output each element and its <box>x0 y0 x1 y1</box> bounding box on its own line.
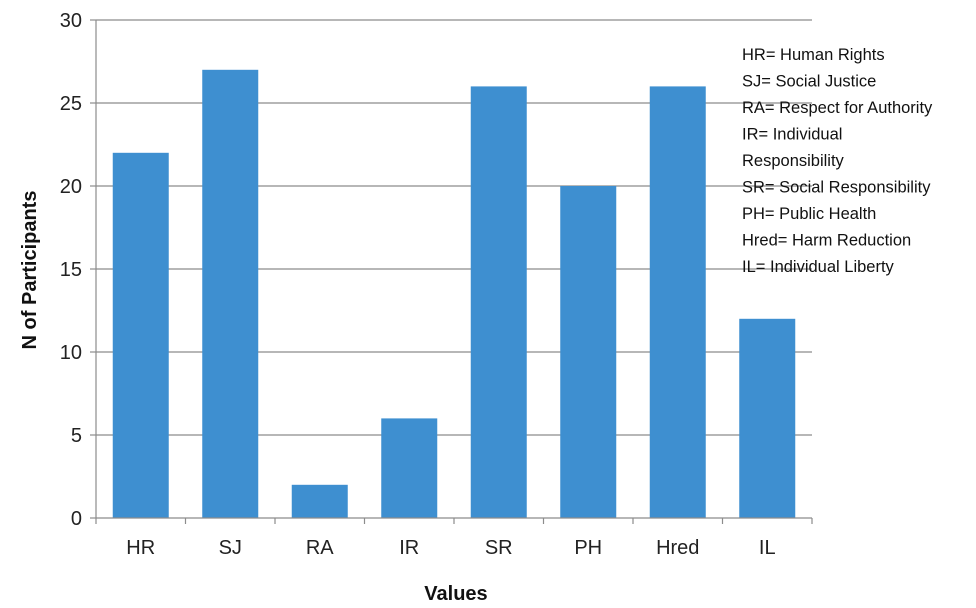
axes <box>95 20 813 524</box>
y-axis-title: N of Participants <box>19 191 41 350</box>
y-tick-label: 0 <box>71 508 82 530</box>
legend-line: IR= Individual <box>742 126 842 144</box>
x-tick-label: SJ <box>219 537 242 559</box>
bar-hr <box>112 152 169 519</box>
legend-line: Hred= Harm Reduction <box>742 232 911 250</box>
x-axis-title: Values <box>424 583 487 605</box>
bar-ir <box>381 418 438 518</box>
y-tick-label: 15 <box>60 259 82 281</box>
x-tick-labels: HR SJ RA IR SR PH Hred IL <box>126 537 775 559</box>
x-tick-label: RA <box>306 537 334 559</box>
legend-line: SJ= Social Justice <box>742 73 876 91</box>
bar-il <box>739 318 796 518</box>
legend-line: SR= Social Responsibility <box>742 179 931 197</box>
legend: HR= Human Rights SJ= Social Justice RA= Re… <box>742 46 933 276</box>
legend-line: RA= Respect for Authority <box>742 99 933 117</box>
legend-line: PH= Public Health <box>742 205 876 223</box>
x-tick-label: IR <box>399 537 419 559</box>
x-tick-label: PH <box>574 537 602 559</box>
bar-sj <box>202 69 259 519</box>
bar-sr <box>470 86 527 519</box>
legend-line: HR= Human Rights <box>742 46 885 64</box>
legend-line: Responsibility <box>742 152 845 170</box>
y-tick-label: 25 <box>60 93 82 115</box>
bar-ra <box>291 484 348 518</box>
x-tick-label: Hred <box>656 537 699 559</box>
x-tick-label: SR <box>485 537 513 559</box>
bar-hred <box>649 86 706 519</box>
x-tick-label: HR <box>126 537 155 559</box>
x-tick-label: IL <box>759 537 776 559</box>
bars <box>112 69 796 519</box>
legend-line: IL= Individual Liberty <box>742 258 895 276</box>
y-tick-label: 30 <box>60 10 82 32</box>
y-tick-label: 10 <box>60 342 82 364</box>
y-tick-label: 5 <box>71 425 82 447</box>
bar-ph <box>560 186 617 518</box>
y-tick-label: 20 <box>60 176 82 198</box>
y-tick-labels: 0 5 10 15 20 25 30 <box>60 10 82 530</box>
